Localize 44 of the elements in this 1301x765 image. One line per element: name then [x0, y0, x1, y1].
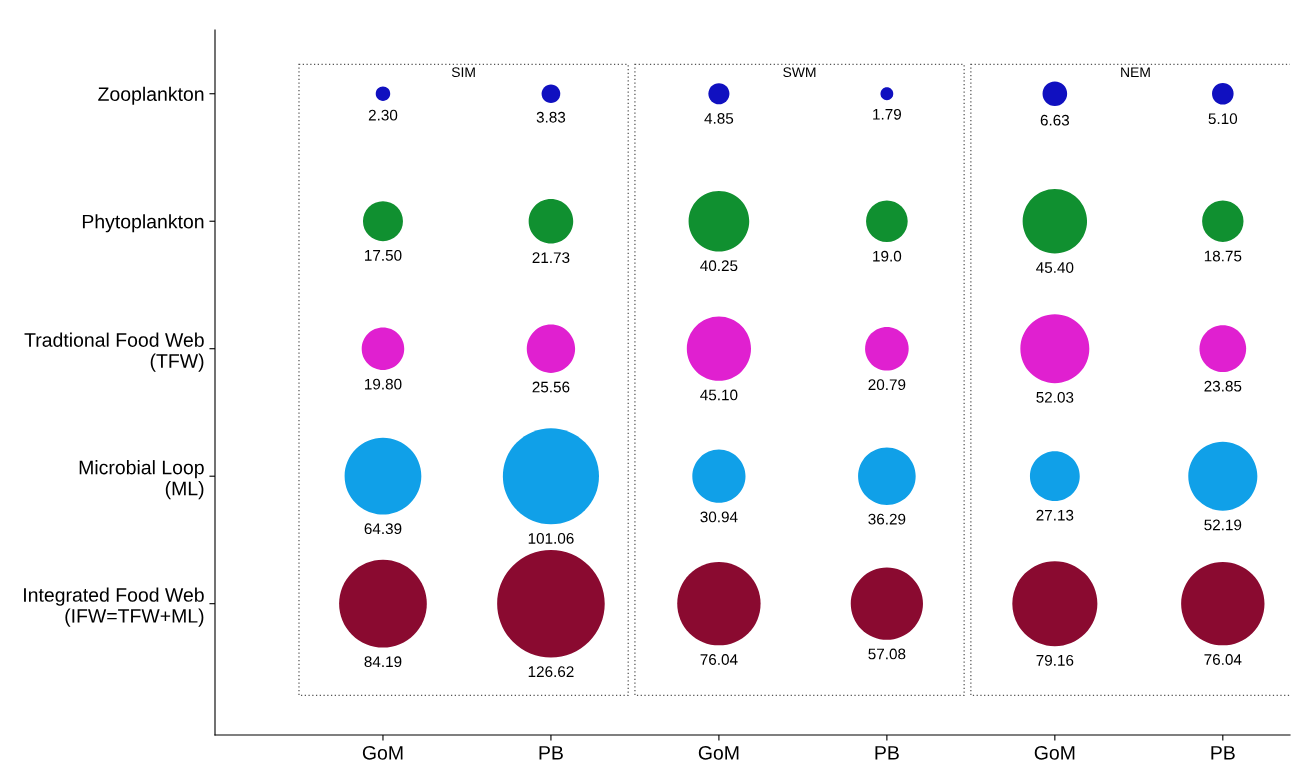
text: SWM	[783, 67, 816, 78]
data-label: 76.04	[1204, 654, 1242, 665]
data-label: 4.85	[704, 113, 734, 124]
data-label: 20.79	[868, 379, 906, 391]
category-label: Zooplankton	[98, 86, 204, 105]
data-label: 27.13	[1036, 509, 1074, 521]
data-label: 1.79	[873, 108, 902, 120]
data-label: 19.0	[873, 250, 902, 262]
category-label: Phytoplankton	[82, 214, 204, 233]
data-label: 40.25	[700, 260, 738, 272]
text: NEM	[1121, 67, 1150, 77]
data-label: 3.83	[536, 111, 566, 123]
category-label: PB	[539, 746, 563, 760]
data-label: 64.39	[364, 523, 402, 535]
data-label: 76.04	[700, 654, 738, 665]
data-label: 36.29	[868, 513, 906, 525]
data-label: 6.63	[1040, 114, 1070, 126]
category-label: Microbial Loop (ML)	[79, 460, 204, 500]
data-label: 52.03	[1036, 391, 1074, 403]
data-label: 57.08	[868, 648, 906, 660]
data-label: 126.62	[528, 666, 574, 678]
data-label: 45.10	[700, 389, 738, 401]
data-label: 25.56	[532, 381, 570, 393]
data-label: 17.50	[365, 249, 402, 261]
data-label: 21.73	[532, 252, 570, 264]
data-label: 52.19	[1204, 519, 1242, 531]
data-label: 18.75	[1204, 250, 1242, 262]
data-label: 2.30	[368, 109, 398, 121]
data-label: 30.94	[700, 511, 738, 523]
data-label: 84.19	[364, 656, 402, 668]
category-label: GoM	[698, 745, 739, 760]
category-label: GoM	[1034, 745, 1075, 760]
category-label: PB	[1211, 746, 1235, 760]
data-label: 19.80	[365, 378, 402, 390]
text: SIM	[451, 67, 475, 78]
category-label: GoM	[362, 745, 403, 760]
data-label: 23.85	[1204, 380, 1242, 392]
data-label: 5.10	[1208, 113, 1238, 125]
category-label: Integrated Food Web (IFW=TFW+ML)	[24, 587, 204, 627]
data-label: 101.06	[528, 533, 574, 544]
category-label: Tradtional Food Web (TFW)	[24, 332, 204, 372]
data-label: 45.40	[1036, 262, 1074, 273]
category-label: PB	[875, 746, 899, 760]
data-label: 79.16	[1036, 654, 1074, 666]
